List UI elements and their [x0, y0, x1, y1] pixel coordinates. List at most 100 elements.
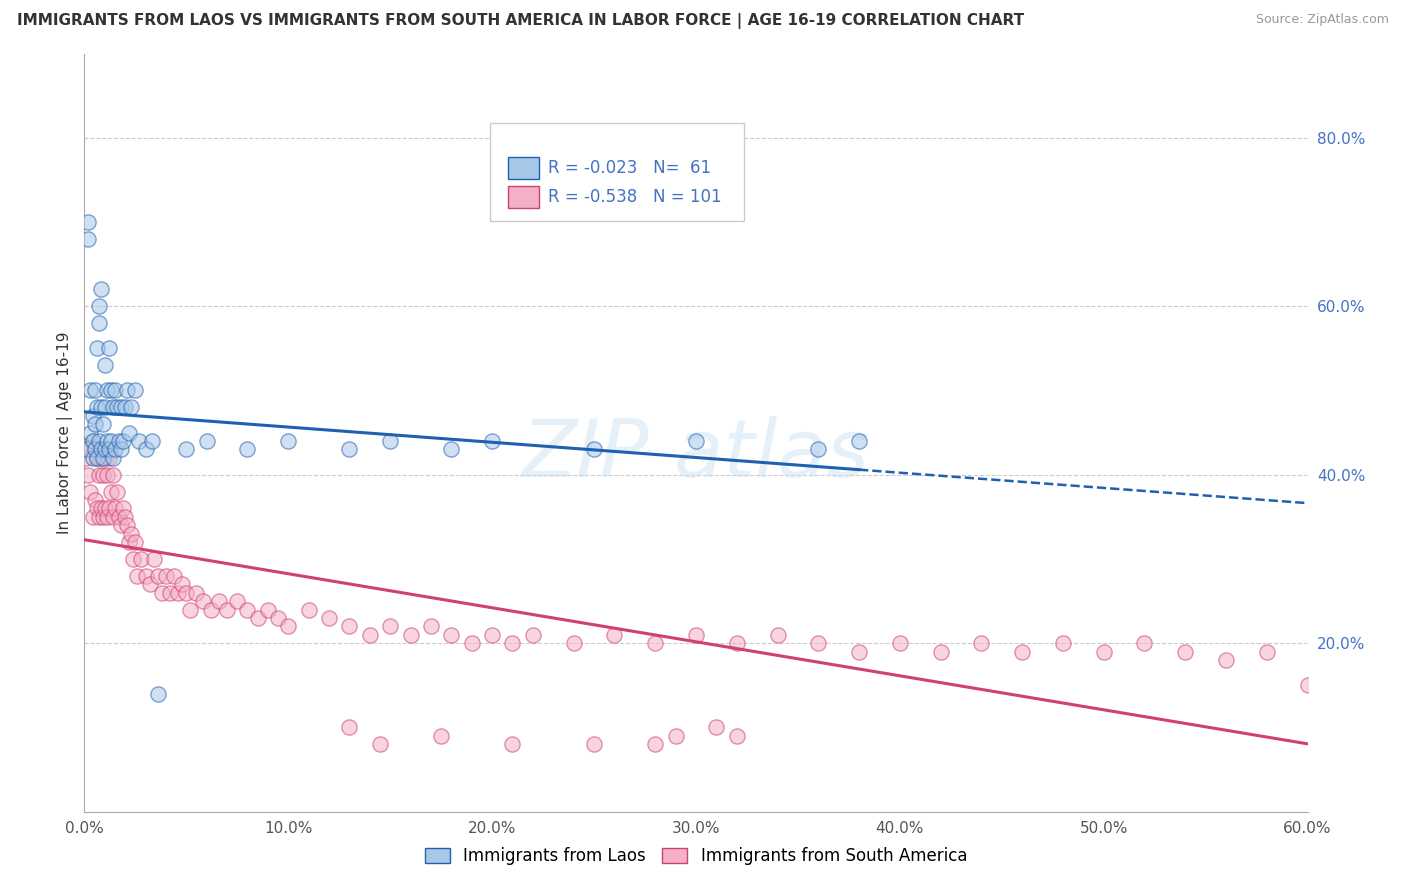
- Point: [440, 628, 463, 642]
- Point: [127, 569, 149, 583]
- Point: [100, 384, 122, 398]
- Point: [1215, 653, 1237, 667]
- Point: [226, 594, 249, 608]
- Point: [87, 299, 110, 313]
- Point: [929, 645, 952, 659]
- Point: [481, 628, 503, 642]
- Point: [87, 434, 110, 448]
- Point: [246, 611, 269, 625]
- Point: [79, 384, 101, 398]
- Point: [848, 645, 870, 659]
- Point: [562, 636, 585, 650]
- Point: [86, 450, 108, 465]
- Point: [174, 442, 197, 457]
- Point: [120, 526, 142, 541]
- Point: [90, 501, 112, 516]
- Point: [583, 442, 606, 457]
- Point: [75, 442, 97, 457]
- Point: [86, 401, 108, 415]
- Point: [90, 282, 112, 296]
- Point: [91, 417, 114, 432]
- Point: [91, 509, 114, 524]
- Point: [186, 585, 208, 599]
- Point: [644, 737, 666, 751]
- Point: [86, 342, 108, 356]
- Point: [142, 552, 165, 566]
- Point: [105, 484, 128, 499]
- Point: [195, 434, 218, 448]
- Point: [93, 501, 115, 516]
- Point: [236, 442, 259, 457]
- Point: [461, 636, 484, 650]
- Point: [368, 737, 391, 751]
- Point: [101, 467, 124, 482]
- Point: [135, 569, 157, 583]
- Point: [97, 501, 120, 516]
- Point: [122, 552, 145, 566]
- Point: [104, 501, 127, 516]
- Point: [430, 729, 453, 743]
- Point: [96, 384, 118, 398]
- Point: [93, 401, 115, 415]
- Point: [96, 509, 118, 524]
- Point: [1296, 678, 1319, 692]
- Point: [114, 509, 136, 524]
- Point: [440, 442, 463, 457]
- Legend: Immigrants from Laos, Immigrants from South America: Immigrants from Laos, Immigrants from So…: [418, 840, 974, 871]
- Point: [138, 577, 160, 591]
- Point: [87, 509, 110, 524]
- Point: [105, 401, 128, 415]
- Point: [146, 687, 169, 701]
- Point: [110, 518, 132, 533]
- Point: [131, 552, 153, 566]
- Point: [970, 636, 993, 650]
- Point: [86, 450, 108, 465]
- Point: [79, 442, 101, 457]
- Point: [79, 484, 101, 499]
- Point: [97, 342, 120, 356]
- Point: [108, 434, 131, 448]
- Point: [83, 493, 105, 508]
- Point: [1174, 645, 1197, 659]
- Point: [167, 585, 190, 599]
- Point: [90, 442, 112, 457]
- Point: [174, 585, 197, 599]
- Point: [339, 721, 361, 735]
- Point: [1133, 636, 1156, 650]
- Point: [77, 232, 100, 246]
- Point: [318, 611, 340, 625]
- Point: [146, 569, 169, 583]
- Point: [685, 434, 707, 448]
- Point: [82, 450, 104, 465]
- Point: [481, 434, 503, 448]
- Point: [380, 434, 402, 448]
- Point: [83, 384, 105, 398]
- Point: [644, 636, 666, 650]
- Point: [685, 628, 707, 642]
- Text: Source: ZipAtlas.com: Source: ZipAtlas.com: [1256, 13, 1389, 27]
- Point: [339, 619, 361, 633]
- Point: [200, 602, 222, 616]
- Point: [583, 737, 606, 751]
- Point: [267, 611, 290, 625]
- Point: [110, 442, 132, 457]
- Point: [706, 721, 728, 735]
- Point: [277, 619, 299, 633]
- Point: [104, 442, 127, 457]
- Point: [120, 401, 142, 415]
- Text: R = -0.023   N=  61: R = -0.023 N= 61: [548, 159, 711, 177]
- Point: [114, 401, 136, 415]
- Point: [1011, 645, 1033, 659]
- Point: [108, 509, 131, 524]
- Point: [1052, 636, 1074, 650]
- Point: [100, 484, 122, 499]
- Point: [83, 417, 105, 432]
- Point: [90, 401, 112, 415]
- Point: [141, 434, 163, 448]
- Point: [603, 628, 626, 642]
- Point: [217, 602, 239, 616]
- Point: [128, 434, 150, 448]
- Point: [118, 535, 141, 549]
- Point: [93, 358, 115, 372]
- Text: ZIP atlas: ZIP atlas: [522, 417, 870, 494]
